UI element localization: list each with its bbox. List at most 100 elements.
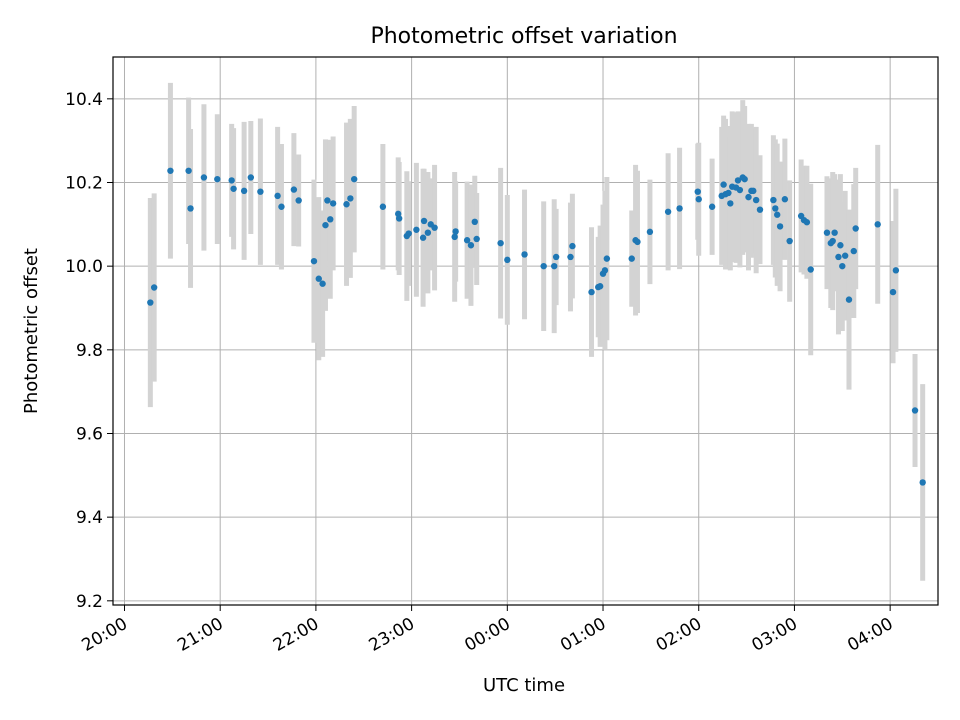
data-point [664,208,672,215]
data-point [431,224,438,231]
data-point [807,266,814,273]
data-point [911,407,919,414]
data-point [774,211,781,218]
data-point [347,195,354,202]
x-axis-label: UTC time [483,675,565,696]
data-point [187,205,194,212]
data-point [601,267,609,274]
data-point [467,242,475,249]
data-point [551,262,558,270]
data-point [379,203,387,210]
data-point [214,175,221,183]
data-point [708,203,716,210]
data-point [147,299,154,306]
data-point [167,167,174,174]
data-point [694,188,701,195]
data-point [786,237,793,245]
data-point [803,219,811,226]
data-point [240,187,248,195]
data-point [413,226,420,233]
data-point [841,252,849,259]
y-tick-label: 9.6 [76,424,103,444]
data-point [628,255,635,262]
data-point [452,228,459,235]
data-point [322,221,329,229]
y-tick-label: 9.2 [76,592,103,612]
data-point [745,193,752,201]
data-point [278,203,285,210]
data-point [290,186,298,193]
data-point [752,196,760,204]
data-point [228,177,235,184]
y-tick-label: 10.2 [65,173,103,193]
data-point [776,223,784,230]
data-point [741,175,748,183]
data-point [845,296,853,303]
data-point [874,221,881,228]
y-axis-ticks: 9.2 9.4 9.6 9.8 10.0 10.2 10.4 [65,90,113,612]
data-point [473,235,480,243]
data-point [257,188,264,195]
data-point [695,196,702,203]
data-point [835,253,842,261]
data-point [395,215,403,222]
data-point [676,205,683,212]
data-points [147,167,926,486]
data-point [327,216,334,223]
y-tick-label: 10.4 [65,90,103,110]
data-point [295,197,302,204]
data-point [521,251,528,258]
data-point [892,267,900,274]
data-point [319,280,326,287]
y-axis-label: Photometric offset [21,248,42,414]
data-point [185,167,192,174]
data-point [329,200,337,207]
data-point [420,217,428,225]
data-point [596,283,604,290]
data-point [230,185,237,192]
data-point [839,262,846,270]
data-point [736,186,744,194]
data-point [734,177,742,184]
data-point [772,205,779,212]
y-tick-label: 10.0 [65,257,103,277]
data-point [200,174,208,181]
data-point [850,247,857,255]
data-point [350,175,358,183]
data-point [823,229,831,236]
data-point [750,187,757,195]
data-point [315,275,322,282]
y-tick-label: 9.4 [76,508,103,528]
data-point [919,479,926,486]
data-point [567,253,574,261]
data-point [463,237,471,244]
data-point [419,234,427,241]
data-point [829,237,836,245]
data-point [552,253,560,261]
data-point [405,230,412,237]
y-tick-label: 9.8 [76,341,103,361]
data-point [424,229,432,236]
data-point [831,229,838,236]
data-point [324,197,331,204]
data-point [770,196,777,204]
data-point [247,174,255,181]
data-point [274,192,281,200]
data-point [540,262,547,270]
data-point [634,238,641,246]
plot-frame [112,56,939,606]
data-point [451,233,458,241]
data-point [497,239,504,247]
data-point [504,256,511,264]
data-point [720,181,727,188]
data-point [569,242,576,250]
data-point [781,196,789,203]
data-point [150,284,158,291]
data-point [725,189,732,197]
data-point [727,200,734,207]
data-point [588,288,595,296]
data-point [837,242,844,249]
data-point [646,228,654,236]
